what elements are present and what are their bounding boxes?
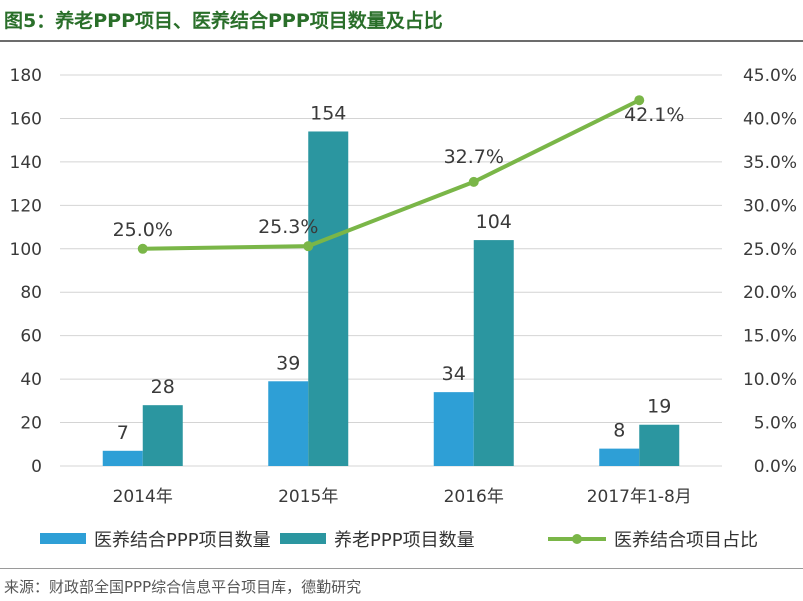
line-point: [634, 95, 645, 106]
line-series: [142, 98, 641, 251]
bar: [308, 131, 349, 466]
y-right-tick-label: 0.0%: [754, 457, 797, 477]
y-left-tick-label: 160: [10, 109, 42, 129]
y-left-tick-label: 0: [31, 457, 42, 477]
bar-data-label: 39: [276, 352, 300, 374]
bar-data-label: 8: [613, 420, 625, 442]
bar: [473, 240, 514, 466]
y-right-tick-label: 45.0%: [743, 66, 797, 86]
line-data-label: 42.1%: [624, 104, 684, 126]
bar: [102, 450, 143, 466]
legend-swatch: [40, 533, 86, 544]
y-left-tick-label: 180: [10, 66, 42, 86]
bar: [268, 381, 309, 466]
source-divider: [0, 568, 803, 569]
y-right-tick-label: 20.0%: [743, 283, 797, 303]
line-data-label: 25.0%: [113, 219, 173, 241]
y-right-tick-label: 25.0%: [743, 240, 797, 260]
bar: [142, 405, 183, 466]
legend-label: 养老PPP项目数量: [334, 530, 475, 551]
y-right-tick-label: 30.0%: [743, 196, 797, 216]
bar-data-label: 154: [310, 102, 346, 124]
line-data-label: 25.3%: [258, 216, 318, 238]
title-divider: [0, 40, 803, 42]
bar: [639, 424, 680, 466]
legend-label: 医养结合项目占比: [614, 530, 758, 551]
y-right-tick-label: 5.0%: [754, 414, 797, 434]
y-left-tick-label: 40: [20, 370, 42, 390]
y-left-tick-label: 60: [20, 327, 42, 347]
bar-data-label: 28: [151, 376, 175, 398]
x-tick-label: 2014年: [113, 487, 173, 507]
line-point: [468, 176, 479, 187]
bar: [433, 392, 474, 466]
chart-canvas: 0 0.0% 20 5.0% 40 10.0% 60 15.0% 80 20.0% 100 25.0%…: [10, 66, 797, 551]
bar-data-label: 34: [442, 363, 466, 385]
y-left-tick-label: 140: [10, 153, 42, 173]
legend-swatch: [280, 533, 326, 544]
x-tick-label: 2017年1-8月: [587, 487, 692, 507]
y-left-tick-label: 80: [20, 283, 42, 303]
y-left-tick-label: 100: [10, 240, 42, 260]
x-tick-label: 2015年: [278, 487, 338, 507]
y-right-tick-label: 15.0%: [743, 327, 797, 347]
line-point: [137, 243, 148, 254]
y-left-tick-label: 120: [10, 196, 42, 216]
y-left-tick-label: 20: [20, 414, 42, 434]
y-right-tick-label: 40.0%: [743, 109, 797, 129]
y-right-tick-label: 10.0%: [743, 370, 797, 390]
source-note: 来源：财政部全国PPP综合信息平台项目库，德勤研究: [4, 578, 362, 596]
bar-data-label: 19: [647, 396, 671, 418]
chart-title: 图5：养老PPP项目、医养结合PPP项目数量及占比: [4, 10, 443, 32]
x-tick-label: 2016年: [444, 487, 504, 507]
bar: [599, 448, 640, 466]
bar-data-label: 7: [117, 422, 129, 444]
bar-data-label: 104: [476, 211, 512, 233]
legend-marker: [572, 534, 582, 544]
legend-label: 医养结合PPP项目数量: [94, 530, 271, 551]
y-right-tick-label: 35.0%: [743, 153, 797, 173]
line-data-label: 32.7%: [444, 146, 504, 168]
line-point: [303, 241, 314, 252]
